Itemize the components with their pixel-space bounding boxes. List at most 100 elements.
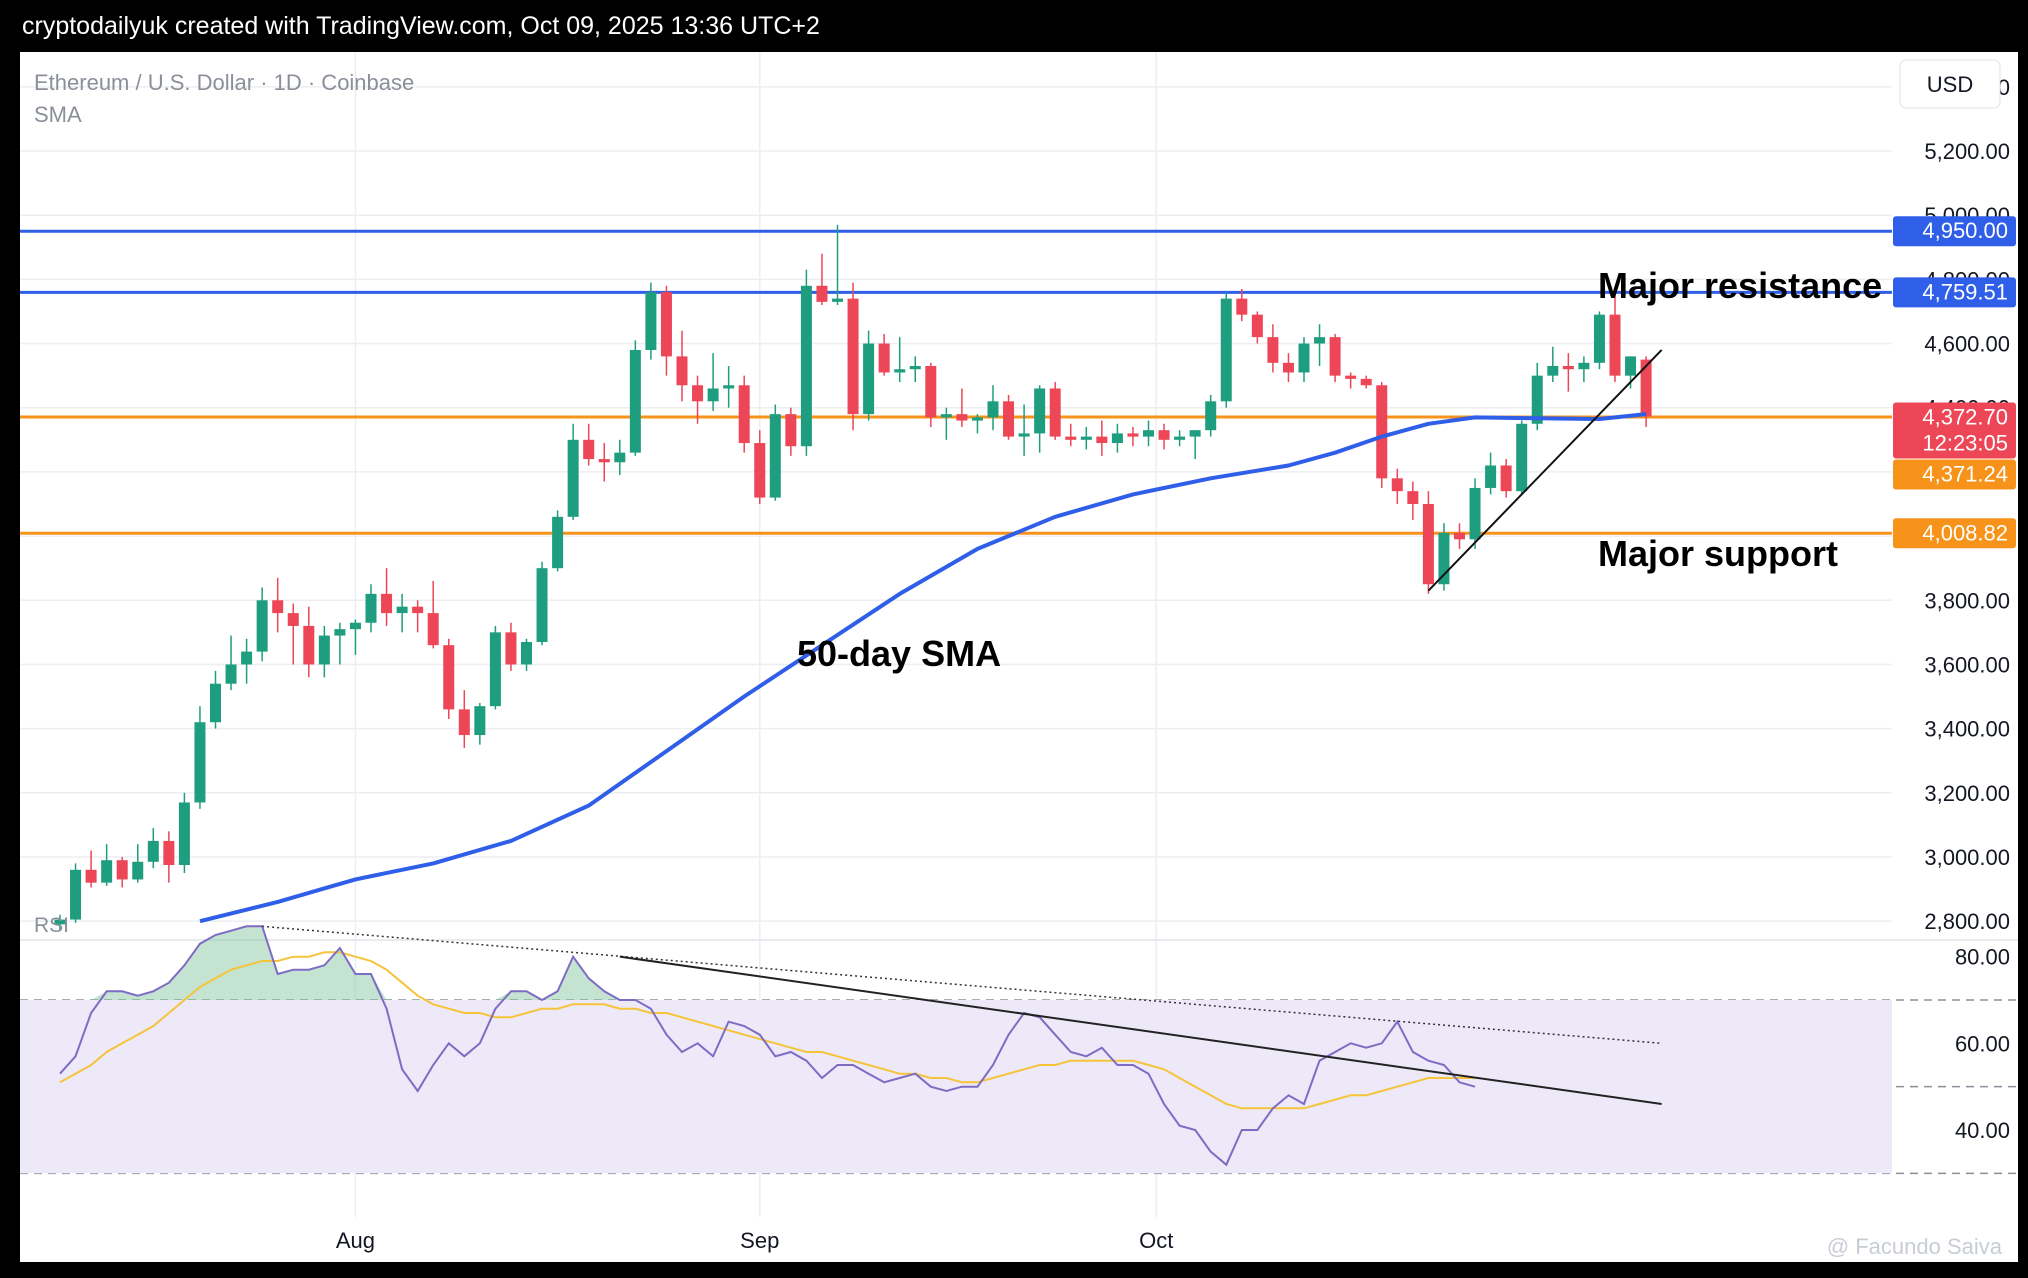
candle-down [1345, 375, 1357, 379]
candle-up [1625, 356, 1637, 376]
y-tick-label: 4,600.00 [1924, 332, 2010, 357]
candle-down [598, 459, 610, 463]
candle-down [287, 613, 299, 626]
level-tag [1893, 459, 2016, 490]
candle-down [505, 632, 517, 665]
candle-down [1454, 532, 1465, 540]
candle-down [116, 860, 128, 880]
candle-down [1096, 436, 1108, 444]
candle-down [1562, 366, 1574, 370]
level-tag [1893, 216, 2016, 247]
rsi-divergence-line [262, 925, 1662, 1045]
y-tick-label: 3,000.00 [1924, 845, 2010, 870]
level-tag [1893, 277, 2016, 308]
candle-down [738, 385, 750, 444]
candle-up [536, 568, 548, 642]
candle-down [583, 439, 595, 460]
rsi-band [20, 1000, 1892, 1174]
rsi-legend: RSI [34, 914, 69, 937]
candle-down [1407, 491, 1419, 504]
candle-up [707, 388, 719, 402]
candle-up [474, 706, 486, 736]
candle-down [1640, 359, 1652, 417]
candle-down [1065, 436, 1077, 440]
level-tag [1893, 518, 2016, 549]
currency-button[interactable] [1899, 59, 2001, 109]
candle-up [971, 417, 983, 421]
candle-up [1034, 388, 1046, 434]
candle-down [1127, 433, 1139, 437]
candle-up [567, 439, 579, 517]
candle-down [1609, 314, 1621, 376]
candle-up [1174, 436, 1186, 440]
candle-up [769, 414, 781, 498]
candle-down [956, 414, 968, 421]
y-tick-label: 3,200.00 [1924, 781, 2010, 806]
y-tick-label: 3,400.00 [1924, 717, 2010, 742]
y-tick-label: 3,800.00 [1924, 588, 2010, 613]
candle-up [241, 651, 253, 665]
candle-up [552, 516, 564, 569]
candle-up [225, 664, 237, 684]
candle-down [303, 625, 315, 665]
candle-up [1469, 487, 1481, 540]
candle-down [1329, 337, 1341, 376]
candle-up [1018, 433, 1030, 437]
candle-up [645, 292, 657, 350]
last-price-tag-text: 4,372.70 [1922, 404, 2008, 429]
sma-legend: SMA [34, 102, 82, 127]
candle-up [194, 722, 206, 803]
watermark: @ Facundo Saiva [1827, 1234, 2003, 1259]
candle-up [1314, 337, 1326, 344]
candle-up [1143, 430, 1154, 437]
candle-up [987, 401, 999, 418]
candle-up [489, 632, 501, 707]
candle-down [1003, 401, 1015, 437]
candle-down [443, 645, 455, 710]
level-tag-text: 4,759.51 [1922, 279, 2008, 304]
rsi-lines [59, 925, 1662, 1167]
currency-label: USD [1927, 72, 1973, 97]
candle-down [785, 414, 797, 447]
candle-down [1236, 298, 1248, 315]
chart-canvas[interactable]: Aug Sep Oct 2,800.00 3,000.00 3,200.00 3,400.0… [20, 52, 2018, 1262]
candle-up [147, 840, 159, 862]
chart-caption: cryptodailyuk created with TradingView.c… [0, 0, 2028, 52]
candle-up [396, 606, 408, 614]
candle-up [318, 635, 330, 665]
rsi-ma-line [59, 951, 1475, 1110]
candle-down [1422, 504, 1434, 585]
candle-up [1485, 465, 1497, 488]
candle-up [832, 298, 843, 302]
rsi-line [59, 925, 1476, 1167]
sma50-line [199, 412, 1647, 924]
candle-up [894, 369, 906, 373]
candles [54, 224, 1652, 931]
symbol-legend: Ethereum / U.S. Dollar · 1D · Coinbase [34, 70, 414, 95]
candle-up [349, 622, 361, 630]
candle-up [863, 343, 875, 415]
candle-down [1500, 465, 1512, 492]
candle-up [178, 802, 190, 866]
candle-up [521, 641, 532, 665]
candle-up [1220, 298, 1232, 402]
candle-up [70, 869, 82, 920]
candle-up [629, 349, 641, 453]
rsi-tick-label: 40.00 [1955, 1118, 2010, 1143]
x-tick-label: Oct [1139, 1228, 1173, 1253]
resistance-annotation: Major resistance [1598, 265, 1882, 306]
candle-down [660, 292, 672, 357]
candle-up [334, 629, 346, 636]
y-tick-label: 5,200.00 [1924, 139, 2010, 164]
level-tag-text: 4,950.00 [1922, 218, 2008, 243]
candle-up [1578, 362, 1590, 370]
candle-down [412, 606, 424, 614]
level-tag-text: 4,371.24 [1922, 461, 2008, 486]
candle-up [101, 860, 113, 883]
last-price-tag [1893, 402, 2016, 459]
candle-down [1049, 388, 1061, 437]
candle-up [909, 366, 921, 370]
rsi-tick-label: 60.00 [1955, 1031, 2010, 1056]
candle-up [1189, 430, 1201, 437]
candle-up [1205, 401, 1217, 431]
